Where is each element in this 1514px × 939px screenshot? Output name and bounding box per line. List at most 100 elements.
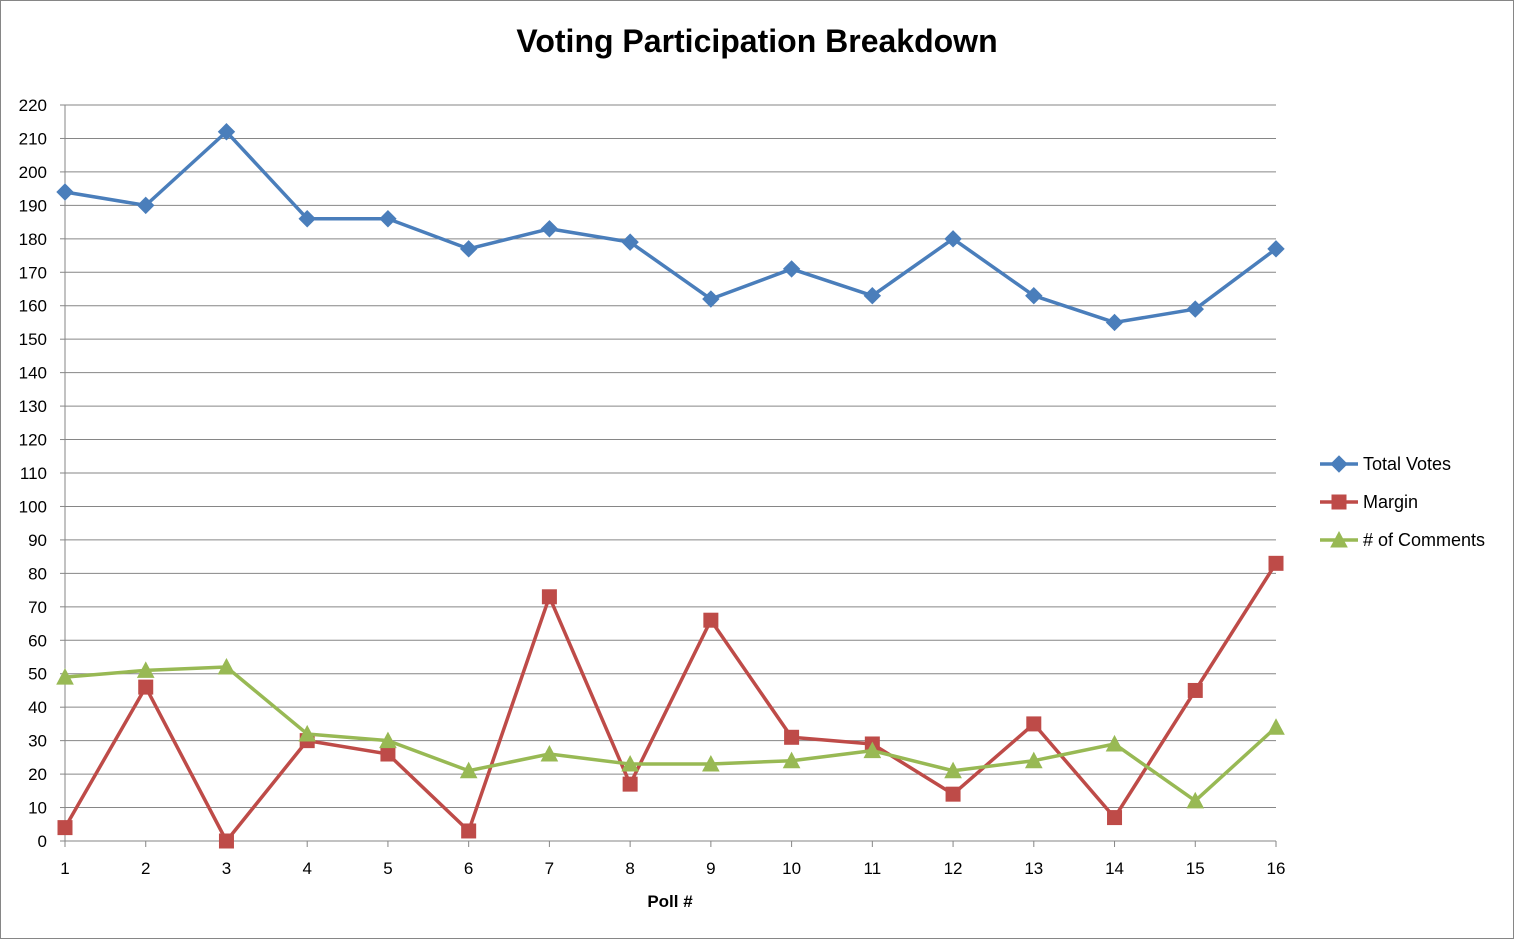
y-tick-label: 90 <box>28 531 47 550</box>
y-tick-label: 160 <box>19 297 47 316</box>
data-point-total-votes <box>540 220 559 238</box>
series-line-of-comments <box>63 665 1278 803</box>
y-tick-label: 40 <box>28 698 47 717</box>
y-tick-label: 60 <box>28 631 47 650</box>
x-axis-title: Poll # <box>647 892 693 911</box>
data-point-total-votes <box>782 260 801 278</box>
data-point-of-comments <box>1024 751 1043 769</box>
y-tick-label: 10 <box>28 799 47 818</box>
x-tick-label: 7 <box>545 859 554 878</box>
legend-label: # of Comments <box>1363 530 1485 550</box>
y-tick-label: 190 <box>19 196 47 215</box>
data-point-of-comments <box>1105 734 1124 752</box>
series-layer <box>56 123 1285 849</box>
data-point-total-votes <box>298 210 316 228</box>
data-point-total-votes <box>1267 240 1285 258</box>
data-point-margin <box>380 746 396 762</box>
y-tick-label: 0 <box>38 832 47 851</box>
data-point-margin <box>1268 555 1284 571</box>
data-point-of-comments <box>1186 791 1205 809</box>
data-point-of-comments <box>944 761 962 779</box>
x-tick-label: 4 <box>302 859 311 878</box>
data-point-total-votes <box>459 240 478 258</box>
data-point-margin <box>703 612 719 628</box>
y-tick-label: 70 <box>28 598 47 617</box>
data-point-margin <box>1026 716 1042 732</box>
data-point-margin <box>541 589 557 605</box>
data-point-margin <box>784 729 800 745</box>
x-tick-label: 11 <box>864 859 882 878</box>
y-tick-label: 110 <box>20 464 47 483</box>
series-total-votes <box>56 123 1285 332</box>
data-point-margin <box>57 820 73 836</box>
legend-label: Total Votes <box>1363 454 1451 474</box>
data-point-margin <box>945 786 961 802</box>
y-tick-label: 180 <box>19 230 47 249</box>
series-of-comments <box>56 657 1285 809</box>
data-point-of-comments <box>459 761 478 779</box>
y-tick-label: 30 <box>28 732 47 751</box>
x-tick-label: 2 <box>141 859 150 878</box>
data-point-margin <box>138 679 154 695</box>
data-point-of-comments <box>702 754 720 772</box>
data-point-total-votes <box>379 210 397 228</box>
y-tick-label: 20 <box>28 765 47 784</box>
y-tick-label: 140 <box>19 364 47 383</box>
data-point-total-votes <box>1186 300 1204 318</box>
data-point-total-votes <box>863 286 882 305</box>
x-axis-tick-labels: 1 2 3 4 5 6 7 8 9 10 11 12 13 14 15 16 <box>60 859 1285 878</box>
x-tick-label: 9 <box>706 859 715 878</box>
legend-marker-total-votes <box>1330 455 1348 473</box>
data-point-of-comments <box>298 724 317 742</box>
data-point-total-votes <box>137 196 155 215</box>
data-point-total-votes <box>1105 313 1124 332</box>
y-tick-label: 210 <box>19 129 47 148</box>
y-tick-label: 80 <box>28 564 47 583</box>
data-point-margin <box>461 823 477 839</box>
x-tick-label: 10 <box>782 859 801 878</box>
data-point-margin <box>1187 682 1203 698</box>
data-point-of-comments <box>782 751 801 769</box>
y-tick-label: 100 <box>19 497 47 516</box>
legend-item-total-votes: Total Votes <box>1320 454 1451 474</box>
y-tick-label: 130 <box>19 397 47 416</box>
legend-item-of-comments: # of Comments <box>1320 530 1485 550</box>
data-point-of-comments <box>56 668 74 685</box>
x-tick-label: 1 <box>60 859 69 878</box>
data-point-total-votes <box>217 123 236 141</box>
data-point-of-comments <box>217 657 236 675</box>
y-tick-label: 50 <box>28 665 47 684</box>
data-point-of-comments <box>136 661 155 678</box>
legend-item-margin: Margin <box>1320 492 1418 512</box>
legend-marker-of-comments <box>1330 530 1348 548</box>
x-tick-label: 5 <box>383 859 392 878</box>
axes <box>60 104 1277 847</box>
x-tick-label: 8 <box>625 859 634 878</box>
chart-title: Voting Participation Breakdown <box>516 23 997 59</box>
legend-label: Margin <box>1363 492 1418 512</box>
data-point-margin <box>1107 810 1123 826</box>
x-tick-label: 16 <box>1267 859 1286 878</box>
x-tick-label: 3 <box>222 859 231 878</box>
y-tick-label: 150 <box>19 330 47 349</box>
data-point-of-comments <box>1267 718 1285 735</box>
data-point-of-comments <box>863 741 882 759</box>
data-point-total-votes <box>621 233 639 251</box>
data-point-total-votes <box>1025 286 1043 305</box>
data-point-margin <box>218 833 234 849</box>
data-point-of-comments <box>621 754 639 772</box>
x-tick-label: 12 <box>944 859 963 878</box>
y-tick-label: 200 <box>19 163 47 182</box>
y-axis-tick-labels: 0 10 20 30 40 50 60 70 80 90 100 110 120 130 140 150 160… <box>19 96 47 851</box>
series-margin <box>57 555 1284 849</box>
data-point-of-comments <box>379 731 397 749</box>
gridlines <box>65 104 1276 809</box>
data-point-margin <box>622 776 638 792</box>
series-line-margin <box>63 561 1278 843</box>
y-tick-label: 120 <box>19 431 47 450</box>
series-line-total-votes <box>63 130 1278 325</box>
x-tick-label: 14 <box>1105 859 1124 878</box>
legend: Total Votes Margin # of Comments <box>1320 454 1485 550</box>
